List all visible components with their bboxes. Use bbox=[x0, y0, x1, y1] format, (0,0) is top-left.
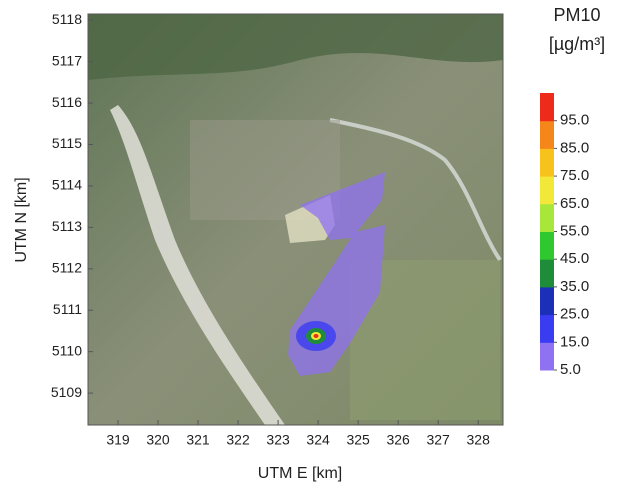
colorbar-tick-label: 15.0 bbox=[560, 333, 589, 350]
colorbar-unit: [µg/m³] bbox=[549, 34, 605, 54]
colorbar-tick-label: 35.0 bbox=[560, 278, 589, 295]
x-tick-label: 319 bbox=[106, 432, 130, 448]
y-tick-label: 5115 bbox=[52, 135, 82, 151]
x-tick-label: 328 bbox=[467, 432, 491, 448]
colorbar-band bbox=[540, 259, 554, 287]
y-tick-label: 5114 bbox=[52, 177, 82, 193]
y-tick-label: 5116 bbox=[52, 94, 82, 110]
x-tick-label: 326 bbox=[386, 432, 410, 448]
colorbar-band bbox=[540, 342, 554, 370]
colorbar-tick-label: 75.0 bbox=[560, 167, 589, 184]
y-tick-label: 5113 bbox=[52, 218, 82, 234]
colorbar-band bbox=[540, 121, 554, 149]
colorbar-title: PM10 bbox=[553, 5, 600, 25]
colorbar-tick-label: 25.0 bbox=[560, 306, 589, 323]
colorbar-band bbox=[540, 93, 554, 121]
colorbar-band bbox=[540, 148, 554, 176]
x-axis-label: UTM E [km] bbox=[258, 465, 342, 482]
colorbar-tick-label: 55.0 bbox=[560, 222, 589, 239]
plume-level bbox=[314, 334, 319, 338]
colorbar-tick-label: 45.0 bbox=[560, 250, 589, 267]
map-figure: UTM E [km] UTM N [km] PM10 [µg/m³] 319 32… bbox=[0, 0, 617, 485]
x-tick-label: 325 bbox=[346, 432, 370, 448]
x-tick-label: 323 bbox=[266, 432, 290, 448]
y-tick-label: 5111 bbox=[53, 301, 82, 317]
y-tick-label: 5110 bbox=[52, 342, 82, 358]
colorbar-band bbox=[540, 204, 554, 232]
y-axis-label: UTM N [km] bbox=[13, 177, 30, 262]
x-tick-label: 320 bbox=[146, 432, 170, 448]
colorbar-band bbox=[540, 232, 554, 260]
y-tick-label: 5117 bbox=[52, 52, 82, 68]
colorbar-band bbox=[540, 176, 554, 204]
x-tick-label: 322 bbox=[226, 432, 250, 448]
colorbar-tick-label: 95.0 bbox=[560, 112, 589, 129]
colorbar-tick-label: 65.0 bbox=[560, 195, 589, 212]
y-tick-label: 5109 bbox=[51, 384, 82, 400]
colorbar-band bbox=[540, 287, 554, 315]
colorbar-tick-label: 5.0 bbox=[560, 361, 581, 378]
x-tick-label: 324 bbox=[306, 432, 330, 448]
colorbar-tick-label: 85.0 bbox=[560, 139, 589, 156]
x-tick-label: 321 bbox=[186, 432, 210, 448]
x-tick-label: 327 bbox=[426, 432, 450, 448]
colorbar-band bbox=[540, 315, 554, 343]
y-tick-label: 5112 bbox=[52, 260, 82, 276]
y-tick-label: 5118 bbox=[52, 11, 82, 27]
